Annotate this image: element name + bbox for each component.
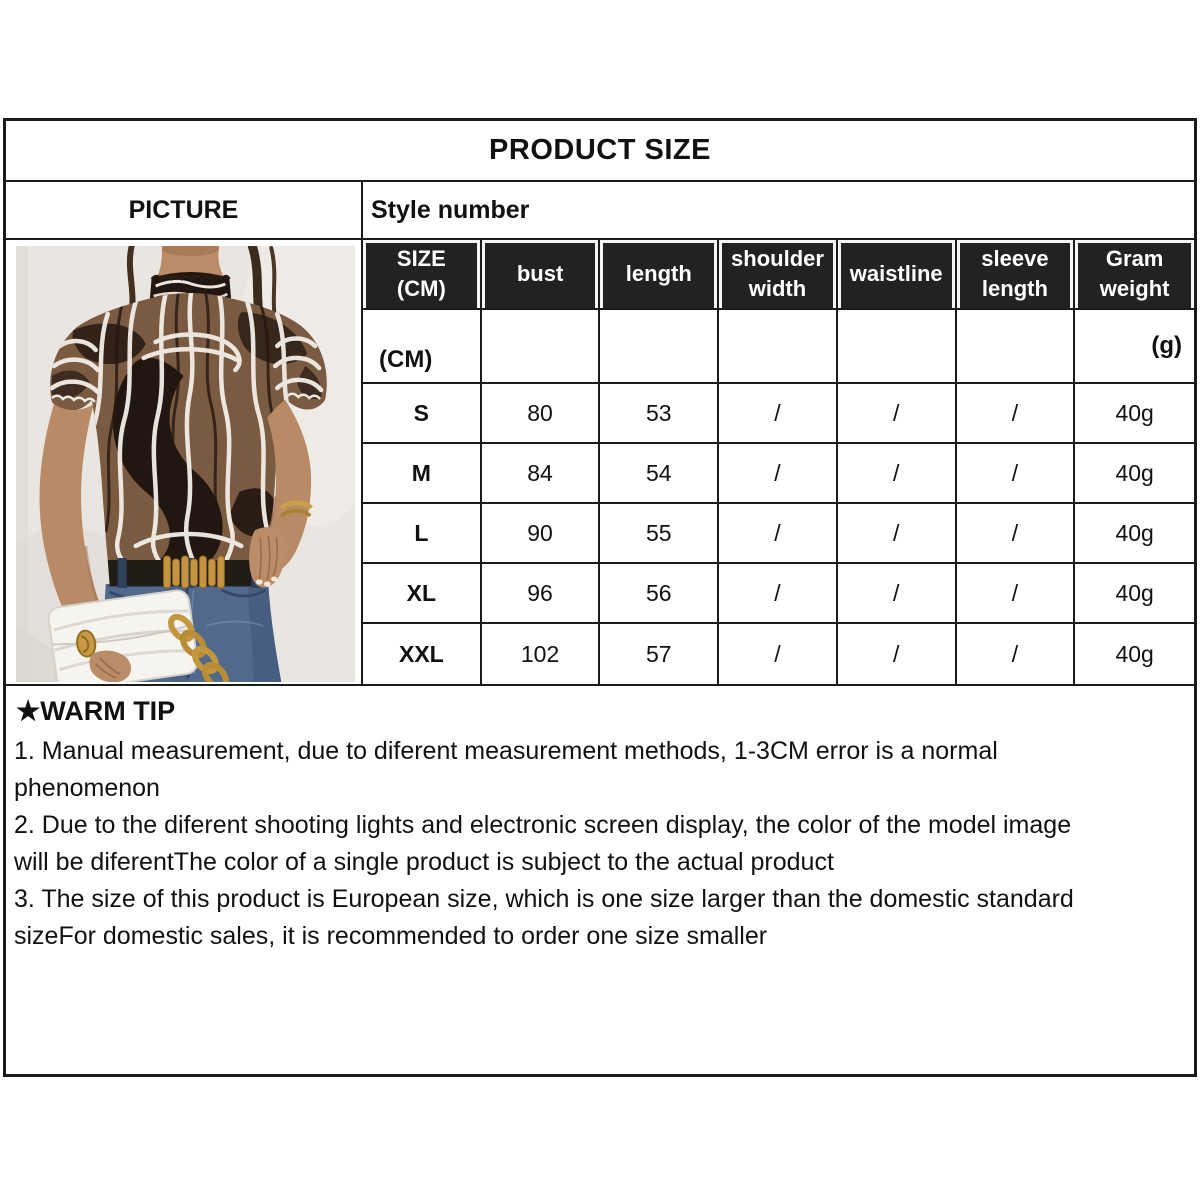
product-size-panel: PRODUCT SIZE PICTURE Style number [3,118,1197,1077]
size-cell: S [363,384,482,444]
size-cell: 40g [1075,624,1194,684]
size-cell: 102 [481,624,601,684]
content-row: SIZE (CM) bust length shoulder width wai… [6,240,1194,684]
size-cell: 40g [1075,444,1194,504]
size-cell: / [956,504,1076,564]
warm-tip-note-line: sizeFor domestic sales, it is recommende… [14,922,768,950]
unit-cell [837,310,957,384]
size-table: SIZE (CM) bust length shoulder width wai… [363,240,1194,684]
size-cell: 40g [1075,384,1194,444]
size-cell: / [719,564,838,624]
unit-cell [719,310,838,384]
unit-cell [600,310,720,384]
size-cell: L [363,504,482,564]
warm-tip-note-line: will be diferentThe color of a single pr… [14,848,834,876]
size-cell: 54 [600,444,720,504]
size-cell: / [956,564,1076,624]
size-cell: 57 [600,624,720,684]
size-cell: M [363,444,482,504]
warm-tip-note-line: 2. Due to the diferent shooting lights a… [14,811,1072,839]
size-cell: 84 [481,444,601,504]
product-photo-cell [6,240,363,684]
unit-cell-g: (g) [1075,310,1194,384]
size-cell: / [719,444,838,504]
warm-tip-note-line: 3. The size of this product is European … [14,885,1074,913]
size-cell: 90 [481,504,601,564]
column-header-length: length [600,240,720,310]
unit-cell-cm: (CM) [363,310,482,384]
warm-tip-section: ★WARM TIP 1. Manual measurement, due to … [6,684,1194,1074]
page-title: PRODUCT SIZE [6,121,1194,182]
size-cell: / [837,504,957,564]
size-cell: 55 [600,504,720,564]
picture-column-header: PICTURE [6,182,363,238]
size-cell: / [719,624,838,684]
size-cell: XXL [363,624,482,684]
size-cell: / [837,384,957,444]
warm-tip-note-line: 1. Manual measurement, due to diferent m… [14,737,998,765]
size-cell: / [837,444,957,504]
size-cell: 96 [481,564,601,624]
product-photo [16,246,355,682]
unit-cell [481,310,601,384]
size-cell: / [956,384,1076,444]
column-header-gram-weight: Gram weight [1075,240,1194,310]
size-cell: 53 [600,384,720,444]
unit-cell [956,310,1076,384]
column-header-size: SIZE (CM) [363,240,482,310]
size-cell: / [837,624,957,684]
size-cell: 40g [1075,504,1194,564]
size-cell: / [956,444,1076,504]
size-cell: 40g [1075,564,1194,624]
column-header-bust: bust [481,240,601,310]
column-header-sleeve-length: sleeve length [956,240,1076,310]
label-row: PICTURE Style number [6,182,1194,240]
size-cell: / [719,504,838,564]
column-header-shoulder-width: shoulder width [719,240,838,310]
warm-tip-heading: ★WARM TIP [16,696,176,726]
style-number-label: Style number [371,195,530,224]
size-cell: 80 [481,384,601,444]
column-header-waistline: waistline [837,240,957,310]
size-cell: XL [363,564,482,624]
size-cell: / [719,384,838,444]
size-cell: / [956,624,1076,684]
size-cell: / [837,564,957,624]
size-cell: 56 [600,564,720,624]
warm-tip-note-line: phenomenon [14,774,160,802]
